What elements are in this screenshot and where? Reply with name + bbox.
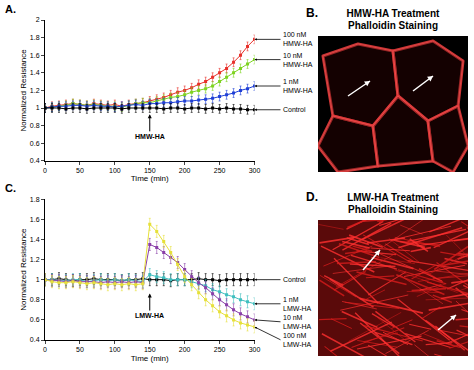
svg-text:A.: A. (5, 3, 16, 15)
svg-text:1.2: 1.2 (30, 256, 40, 263)
svg-text:0.6: 0.6 (30, 140, 40, 147)
svg-text:50: 50 (76, 167, 84, 174)
svg-text:50: 50 (76, 346, 84, 353)
svg-text:2: 2 (36, 16, 40, 23)
svg-text:0.8: 0.8 (30, 296, 40, 303)
svg-text:250: 250 (214, 167, 226, 174)
svg-text:0.4: 0.4 (30, 157, 40, 164)
svg-text:10 nMHMW-HA: 10 nMHMW-HA (283, 52, 313, 68)
svg-text:1.4: 1.4 (30, 69, 40, 76)
svg-text:1.8: 1.8 (30, 196, 40, 203)
svg-text:200: 200 (179, 346, 191, 353)
svg-text:HMW-HA: HMW-HA (135, 133, 165, 140)
svg-text:0.4: 0.4 (30, 336, 40, 343)
svg-text:1: 1 (36, 276, 40, 283)
svg-text:1 nMHMW-HA: 1 nMHMW-HA (283, 78, 313, 94)
svg-text:100: 100 (109, 167, 121, 174)
svg-text:300: 300 (249, 346, 261, 353)
svg-text:Time (min): Time (min) (131, 174, 169, 183)
svg-text:100 nMHMW-HA: 100 nMHMW-HA (283, 31, 313, 47)
svg-text:1.2: 1.2 (30, 87, 40, 94)
svg-text:1.4: 1.4 (30, 236, 40, 243)
svg-text:Normalized Resistance: Normalized Resistance (19, 228, 28, 311)
svg-text:10 nMLMW-HA: 10 nMLMW-HA (283, 314, 312, 330)
svg-text:150: 150 (144, 346, 156, 353)
svg-text:1 nMLMW-HA: 1 nMLMW-HA (283, 296, 312, 312)
svg-text:Control: Control (283, 276, 306, 283)
html-text:Phalloidin Staining: Phalloidin Staining (348, 204, 438, 215)
svg-text:150: 150 (144, 167, 156, 174)
html-text:HMW-HA Treatment: HMW-HA Treatment (346, 8, 440, 19)
html-text:B.: B. (306, 6, 318, 20)
svg-text:0: 0 (43, 346, 47, 353)
svg-text:100 nMLMW-HA: 100 nMLMW-HA (283, 332, 312, 348)
svg-text:250: 250 (214, 346, 226, 353)
svg-text:Control: Control (283, 106, 306, 113)
svg-text:200: 200 (179, 167, 191, 174)
svg-text:1.6: 1.6 (30, 52, 40, 59)
svg-text:0.6: 0.6 (30, 316, 40, 323)
html-text:LMW-HA Treatment: LMW-HA Treatment (347, 192, 439, 203)
svg-text:0: 0 (43, 167, 47, 174)
svg-text:1.8: 1.8 (30, 34, 40, 41)
svg-text:0.8: 0.8 (30, 122, 40, 129)
svg-text:300: 300 (249, 167, 261, 174)
svg-text:1.6: 1.6 (30, 216, 40, 223)
html-text:D.: D. (306, 190, 318, 204)
svg-text:100: 100 (109, 346, 121, 353)
svg-text:Normalized Resistance: Normalized Resistance (19, 49, 28, 132)
svg-text:Time (min): Time (min) (131, 354, 169, 363)
svg-text:LMW-HA: LMW-HA (135, 312, 164, 319)
svg-text:C.: C. (5, 182, 16, 194)
svg-text:1: 1 (36, 104, 40, 111)
html-text:Phalloidin Staining: Phalloidin Staining (348, 20, 438, 31)
